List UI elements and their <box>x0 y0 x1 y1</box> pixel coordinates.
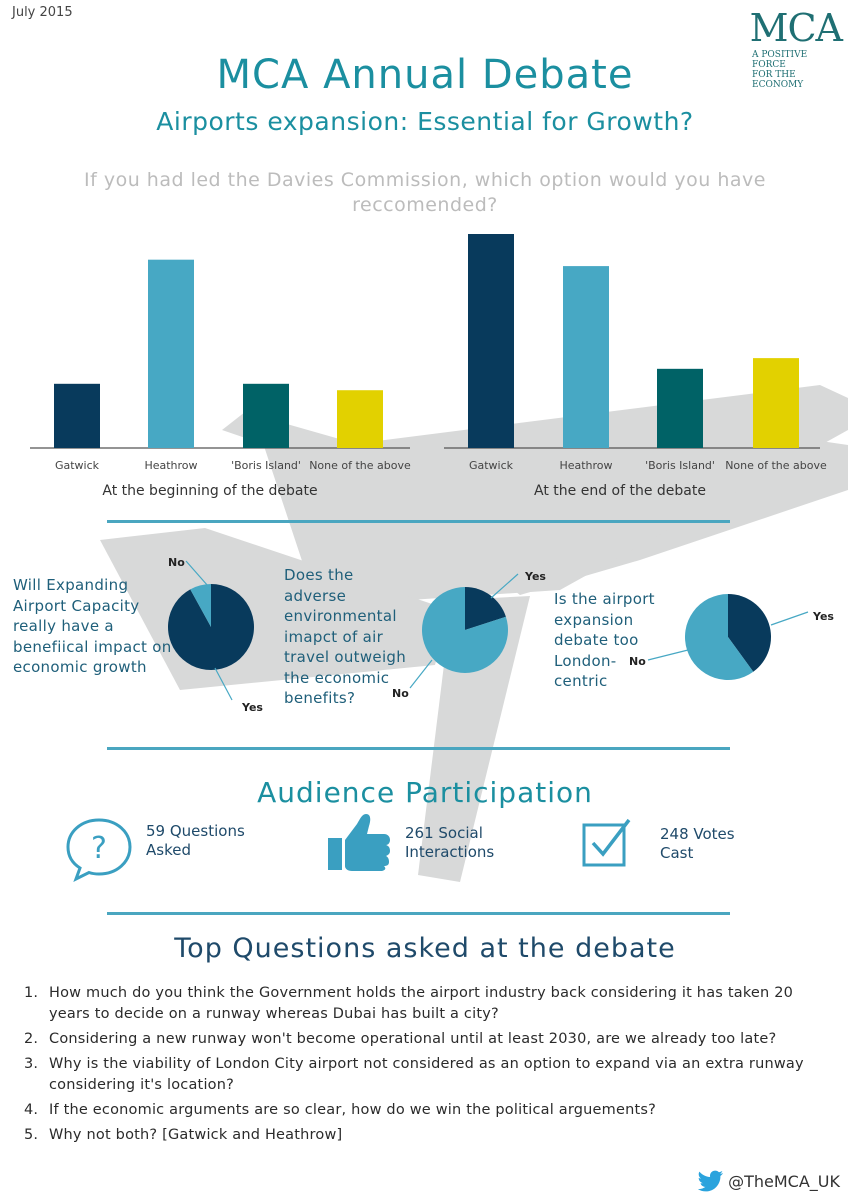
stat-votes: 248 Votes Cast <box>660 825 735 862</box>
bar-none-of-the-above <box>753 358 799 448</box>
pie-label-yes: Yes <box>241 701 263 714</box>
pie-slice-yes <box>167 584 254 670</box>
bar-heathrow <box>148 259 194 448</box>
bar-gatwick <box>468 234 514 448</box>
bar-boris-island <box>243 383 289 448</box>
divider <box>107 747 730 750</box>
checkbox-icon <box>582 818 631 867</box>
leader-line <box>214 667 233 701</box>
pie-question-3: Is the airport expansion debate too Lond… <box>554 590 655 690</box>
pie-label-no: No <box>629 655 646 668</box>
question-bubble-icon: ? <box>66 818 132 882</box>
page-title: MCA Annual Debate <box>216 52 634 98</box>
date-label: July 2015 <box>12 5 73 20</box>
svg-text:?: ? <box>91 831 107 866</box>
bar-none-of-the-above <box>337 390 383 448</box>
pie-question-1: Will Expanding Airport Capacity really h… <box>13 576 172 676</box>
top-questions-list: 1. How much do you think the Government h… <box>24 983 824 1150</box>
tick-label: None of the above <box>309 459 411 472</box>
page-subtitle: Airports expansion: Essential for Growth… <box>156 107 694 136</box>
tick-label: Gatwick <box>55 459 100 472</box>
bar-heathrow <box>563 266 609 448</box>
mca-logo: MCA A POSITIVE FORCE FOR THE ECONOMY <box>732 6 843 90</box>
audience-title: Audience Participation <box>257 776 593 809</box>
pie-slice-no <box>421 587 508 673</box>
bar-boris-island <box>657 368 703 448</box>
pie-slice-no <box>685 594 754 680</box>
twitter-bird-icon <box>697 1170 724 1192</box>
leader-line <box>185 560 209 587</box>
logo-mark: MCA <box>749 6 843 50</box>
pie-label-no: No <box>168 556 185 569</box>
tick-label: Heathrow <box>559 459 612 472</box>
tick-label: Gatwick <box>469 459 514 472</box>
pie-label-no: No <box>392 687 409 700</box>
divider <box>107 912 730 915</box>
stat-social: 261 Social Interactions <box>405 824 495 861</box>
list-item: 5. Why not both? [Gatwick and Heathrow] <box>24 1127 343 1143</box>
pie-slice-no <box>190 584 211 627</box>
list-item: 3. Why is the viability of London City ai… <box>24 1056 804 1093</box>
logo-tagline: A POSITIVE FORCE FOR THE ECONOMY <box>752 50 808 90</box>
pie-label-yes: Yes <box>812 610 834 623</box>
leader-line <box>409 659 433 689</box>
list-item: 2. Considering a new runway won't become … <box>24 1031 777 1047</box>
leader-line <box>490 573 519 599</box>
top-questions-title: Top Questions asked at the debate <box>174 933 676 964</box>
pie-label-yes: Yes <box>524 570 546 583</box>
pie-question-2: Does the adverse environmental imapct of… <box>284 566 407 707</box>
leader-line <box>770 611 809 626</box>
list-item: 1. How much do you think the Government h… <box>24 985 794 1022</box>
tick-label: 'Boris Island' <box>645 459 715 472</box>
divider <box>107 520 730 523</box>
thumbs-up-icon <box>328 814 390 871</box>
leader-line <box>647 649 689 661</box>
chart-caption-end: At the end of the debate <box>534 483 706 499</box>
tick-label: 'Boris Island' <box>231 459 301 472</box>
list-item: 4. If the economic arguments are so clear… <box>24 1102 657 1118</box>
pie-slice-yes <box>465 587 506 630</box>
bar-gatwick <box>54 383 100 448</box>
tick-label: None of the above <box>725 459 827 472</box>
twitter-handle-link[interactable]: @TheMCA_UK <box>697 1170 840 1192</box>
tick-label: Heathrow <box>144 459 197 472</box>
stat-questions: 59 Questions Asked <box>146 822 245 859</box>
chart-caption-beginning: At the beginning of the debate <box>102 483 318 499</box>
chart-question: If you had led the Davies Commission, wh… <box>84 169 766 216</box>
pie-slice-yes <box>728 594 771 672</box>
